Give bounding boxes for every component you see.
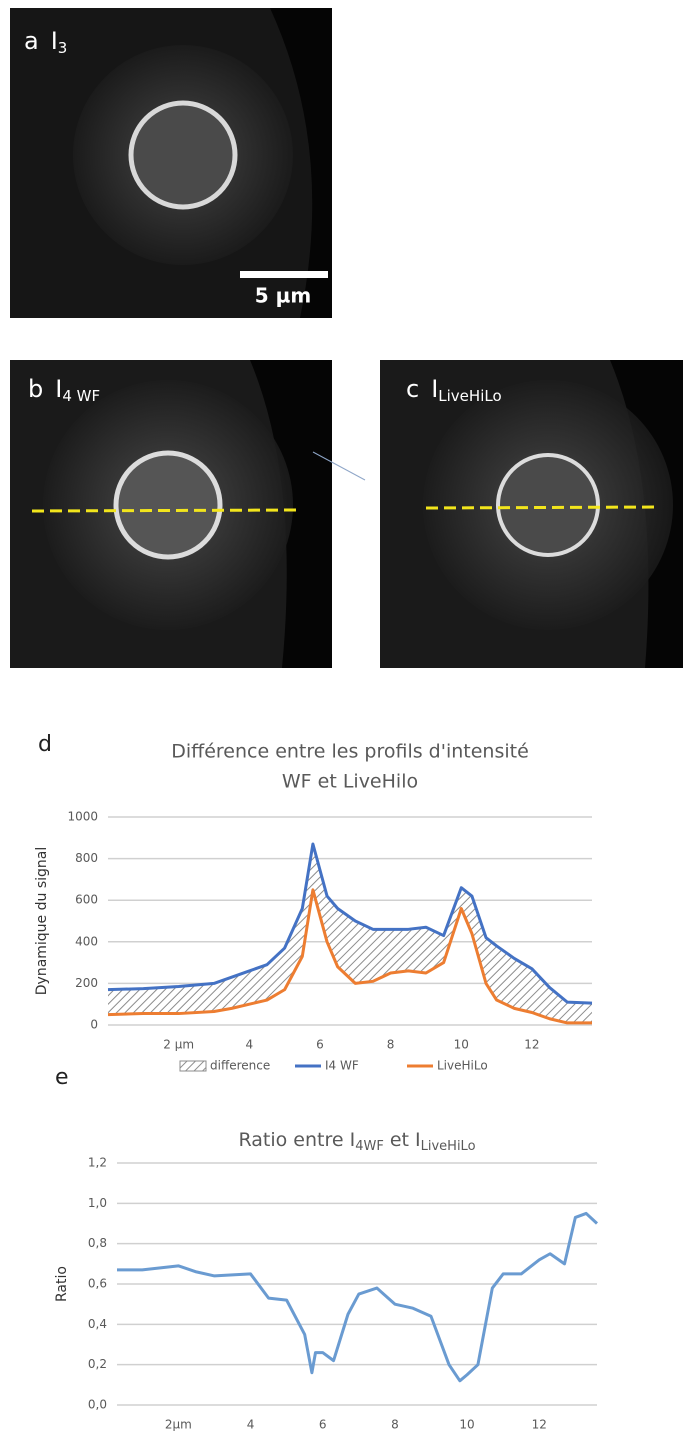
title-part: Ratio entre I xyxy=(238,1129,355,1151)
y-tick-label: 0 xyxy=(90,1018,98,1032)
series-line xyxy=(107,842,593,1005)
panel-letter: a xyxy=(24,27,39,55)
panel-letter: e xyxy=(55,1065,69,1090)
chart-title: WF et LiveHilo xyxy=(282,771,418,793)
panel-letter: d xyxy=(38,732,52,757)
y-tick-label: 1,2 xyxy=(88,1156,107,1170)
title-part: 4WF xyxy=(355,1139,384,1154)
y-tick-label: 1000 xyxy=(67,810,98,824)
y-tick-label: 600 xyxy=(75,893,98,907)
difference-area xyxy=(108,844,592,1023)
y-tick-label: 0,4 xyxy=(88,1317,107,1331)
image-panel-c: c ILiveHiLo xyxy=(380,360,683,668)
panel-letter: b xyxy=(28,375,43,403)
panel-letter: c xyxy=(406,375,419,403)
x-tick-label: 8 xyxy=(391,1418,399,1432)
series-line xyxy=(107,888,592,1025)
y-tick-label: 0,2 xyxy=(88,1357,107,1371)
legend-label: LiveHiLo xyxy=(437,1059,488,1073)
x-tick-label: 2µm xyxy=(165,1418,192,1432)
x-tick-label: 4 xyxy=(247,1418,255,1432)
series-line xyxy=(117,1211,599,1383)
x-tick-label: 6 xyxy=(316,1038,324,1052)
image-panel-b: b I4 WF xyxy=(10,360,332,668)
x-tick-label: 10 xyxy=(459,1418,474,1432)
panel-label: c ILiveHiLo xyxy=(406,375,502,405)
connector xyxy=(312,451,366,481)
panel-label: a I3 xyxy=(24,27,67,57)
y-tick-label: 0,0 xyxy=(88,1398,107,1412)
y-axis-label: Dynamique du signal xyxy=(34,847,50,996)
image-panel-a: 5 µm a I3 xyxy=(10,8,332,318)
panel-symbol: I xyxy=(55,375,62,403)
y-tick-label: 400 xyxy=(75,934,98,948)
y-tick-label: 0,8 xyxy=(88,1236,107,1250)
x-tick-label: 12 xyxy=(524,1038,539,1052)
x-tick-label: 2 µm xyxy=(163,1038,194,1052)
panel-subscript: LiveHiLo xyxy=(438,387,501,405)
y-tick-label: 1,0 xyxy=(88,1196,107,1210)
x-tick-label: 4 xyxy=(245,1038,253,1052)
y-tick-label: 200 xyxy=(75,976,98,990)
panel-symbol: I xyxy=(431,375,438,403)
x-tick-label: 10 xyxy=(454,1038,469,1052)
chart-title: Ratio entre I4WF et ILiveHiLo xyxy=(238,1129,475,1154)
title-part: et I xyxy=(384,1129,421,1151)
y-tick-label: 0,6 xyxy=(88,1277,107,1291)
x-tick-label: 6 xyxy=(319,1418,327,1432)
panel-subscript: 3 xyxy=(58,39,68,57)
legend-label: I4 WF xyxy=(325,1059,359,1073)
x-tick-label: 8 xyxy=(387,1038,395,1052)
title-part: LiveHiLo xyxy=(421,1139,476,1154)
y-tick-label: 800 xyxy=(75,851,98,865)
scale-bar-label: 5 µm xyxy=(255,284,311,308)
panel-label: b I4 WF xyxy=(28,375,100,405)
panel-symbol: I xyxy=(51,27,58,55)
panel-subscript: 4 WF xyxy=(62,387,100,405)
chart-title: Différence entre les profils d'intensité xyxy=(171,741,529,763)
y-axis-label: Ratio xyxy=(54,1266,70,1302)
x-tick-label: 12 xyxy=(532,1418,547,1432)
legend-label: difference xyxy=(210,1059,270,1073)
legend-swatch xyxy=(179,1060,207,1072)
